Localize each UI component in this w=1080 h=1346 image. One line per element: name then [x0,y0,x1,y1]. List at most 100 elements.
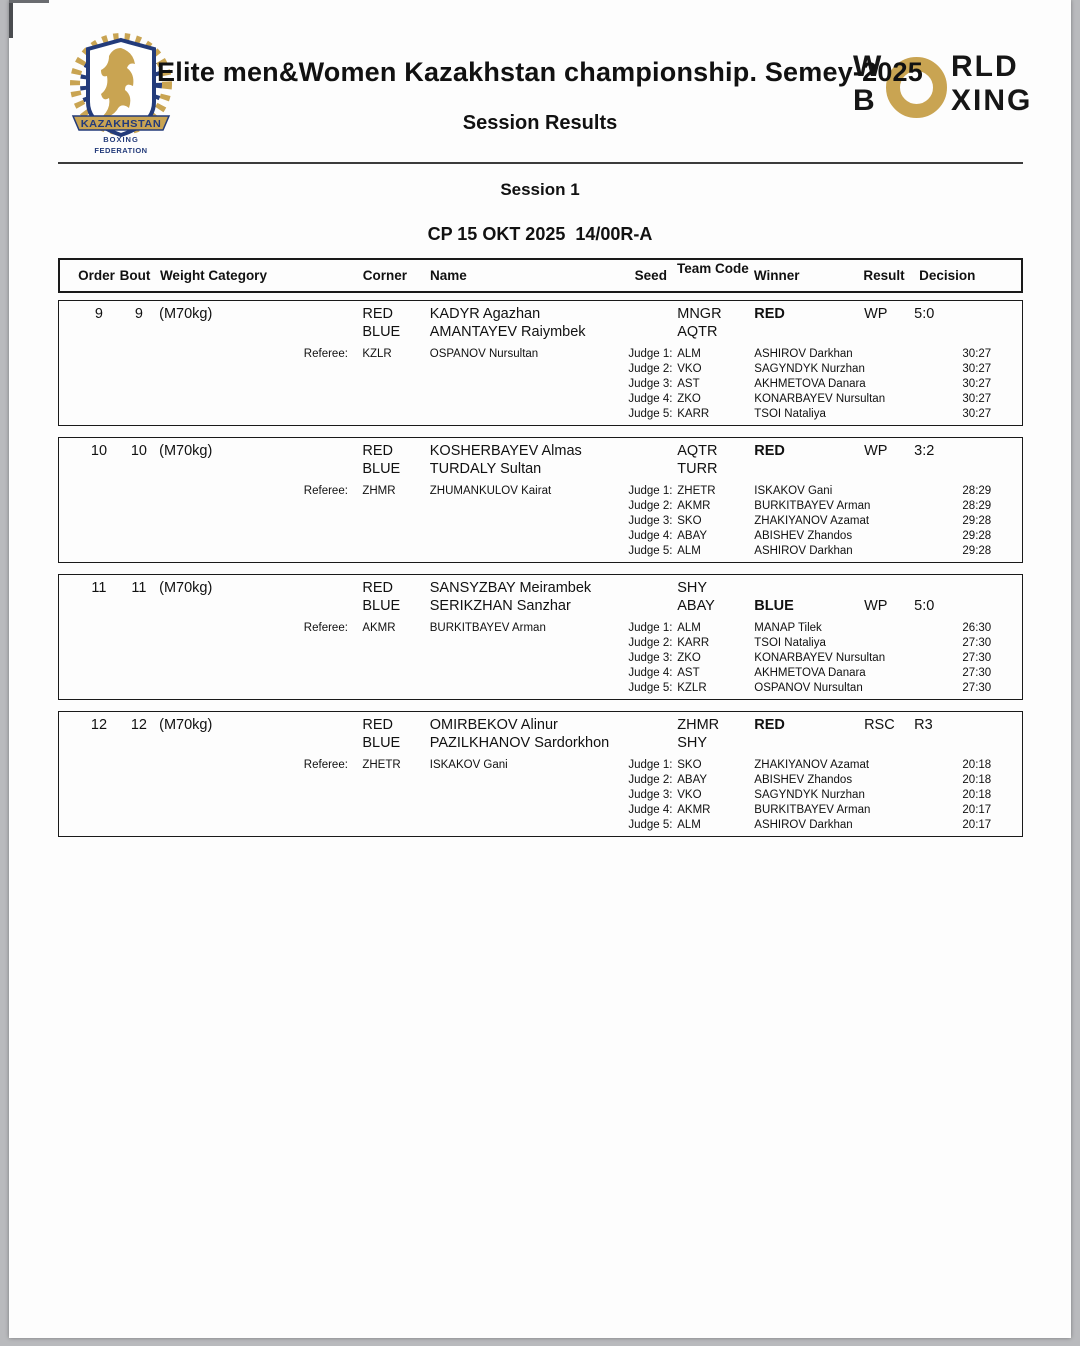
boxer-name-blue: PAZILKHANOV Sardorkhon [429,735,610,751]
world-boxing-line2: B XING [853,84,1030,118]
judge-row: Judge 4: AKMR BURKITBAYEV Arman 20:17 [59,803,1022,818]
judge-label: Judge 4: [628,667,673,679]
bout-number: 12 [130,717,147,733]
judge-name: ABISHEV Zhandos [754,530,853,542]
judge-label: Judge 3: [628,378,673,390]
red-corner-row: 12 12 (M70kg) RED OMIRBEKOV Alinur ZHMR … [59,716,1022,735]
boxer-name-red: SANSYZBAY Meirambek [429,580,592,596]
judge-row: Judge 3: SKO ZHAKIYANOV Azamat 29:28 [59,514,1022,529]
referee-label: Referee: [303,759,348,771]
decision-value: 5:0 [914,598,935,614]
red-corner-row: 9 9 (M70kg) RED KADYR Agazhan MNGR RED W… [59,305,1022,324]
judge-label: Judge 1: [628,348,673,360]
judge-row: Judge 1: SKO ZHAKIYANOV Azamat 20:18 [59,758,1022,773]
judge-name: ZHAKIYANOV Azamat [754,515,870,527]
judge-row: Judge 2: AKMR BURKITBAYEV Arman 28:29 [59,499,1022,514]
judge-row: Judge 1: ALM MANAP Tilek 26:30 [59,621,1022,636]
results-table: Order Bout Weight Category Corner Name S… [58,258,1023,848]
judge-region-code: ABAY [677,774,708,786]
weight-category: (M70kg) [159,580,213,596]
judge-row: Judge 4: ABAY ABISHEV Zhandos 29:28 [59,529,1022,544]
bout-list: 9 9 (M70kg) RED KADYR Agazhan MNGR RED W… [58,300,1023,837]
col-header-order: Order [78,268,115,283]
judge-name: BURKITBAYEV Arman [754,804,871,816]
judge-score: 30:27 [962,408,992,420]
session-heading: Session 1 [500,180,580,199]
bout-number: 10 [130,443,147,459]
table-header-row: Order Bout Weight Category Corner Name S… [58,258,1023,293]
result-value: WP [864,306,888,322]
referee-label: Referee: [303,485,348,497]
scan-edge-artifact [9,0,49,3]
corner-label-red: RED [362,580,393,596]
judge-label: Judge 2: [628,363,673,375]
corner-label-blue: BLUE [362,461,401,477]
judge-score: 27:30 [962,682,992,694]
bout-order: 10 [90,443,108,459]
boxer-name-blue: AMANTAYEV Raiymbek [429,324,586,340]
document-subtitle: Session Results [462,112,618,134]
judge-region-code: SKO [677,515,702,527]
referee-label: Referee: [303,622,348,634]
col-header-winner: Winner [753,268,800,283]
judge-score: 29:28 [962,530,992,542]
federation-boxing-text: BOXING [103,135,139,144]
judge-region-code: KARR [677,408,710,420]
red-corner-row: 10 10 (M70kg) RED KOSHERBAYEV Almas AQTR… [59,442,1022,461]
blue-corner-row: BLUE TURDALY Sultan TURR [59,460,1022,479]
judge-score: 20:18 [962,789,992,801]
team-code-red: MNGR [677,306,722,322]
wb-w-letter: W [853,50,884,83]
judge-region-code: ALM [677,622,701,634]
boxer-name-red: KADYR Agazhan [429,306,541,322]
referee-code: AKMR [362,622,396,634]
winner-value: RED [754,717,785,733]
team-code-red: AQTR [677,443,718,459]
judge-region-code: AST [677,378,700,390]
blue-corner-row: BLUE PAZILKHANOV Sardorkhon SHY [59,734,1022,753]
judge-region-code: KARR [677,637,710,649]
judge-region-code: ALM [677,819,701,831]
judge-name: ASHIROV Darkhan [754,545,853,557]
decision-value: 3:2 [914,443,935,459]
judge-label: Judge 2: [628,774,673,786]
decision-value: R3 [914,717,933,733]
blue-corner-row: BLUE AMANTAYEV Raiymbek AQTR [59,323,1022,342]
judge-row: Judge 4: AST AKHMETOVA Danara 27:30 [59,666,1022,681]
judge-label: Judge 3: [628,652,673,664]
weight-category: (M70kg) [159,306,213,322]
team-code-blue: ABAY [677,598,715,614]
col-header-decision: Decision [919,268,976,283]
judge-name: BURKITBAYEV Arman [754,500,871,512]
judge-row: Judge 5: KZLR OSPANOV Nursultan 27:30 [59,681,1022,696]
blue-corner-row: BLUE SERIKZHAN Sanzhar ABAY BLUE WP 5:0 [59,597,1022,616]
judge-name: SAGYNDYK Nurzhan [754,789,865,801]
weight-category: (M70kg) [159,717,213,733]
judge-region-code: AKMR [677,500,711,512]
judge-row: Judge 3: AST AKHMETOVA Danara 30:27 [59,377,1022,392]
judge-label: Judge 5: [628,545,673,557]
judge-region-code: ZKO [677,393,701,405]
judge-score: 20:18 [962,759,992,771]
document-page: KAZAKHSTAN BOXING FEDERATION Elite men&W… [9,0,1071,1338]
judge-score: 28:29 [962,500,992,512]
judge-label: Judge 3: [628,789,673,801]
judge-row: Judge 1: ZHETR ISKAKOV Gani 28:29 [59,484,1022,499]
bout-section: 11 11 (M70kg) RED SANSYZBAY Meirambek SH… [58,574,1023,700]
judge-label: Judge 4: [628,804,673,816]
judge-row: Judge 4: ZKO KONARBAYEV Nursultan 30:27 [59,392,1022,407]
judge-name: TSOI Nataliya [754,408,826,420]
judge-region-code: VKO [677,789,702,801]
result-value: RSC [864,717,895,733]
judge-score: 30:27 [962,378,992,390]
judge-row: Judge 2: ABAY ABISHEV Zhandos 20:18 [59,773,1022,788]
bout-number: 9 [134,306,143,322]
judge-region-code: AST [677,667,700,679]
judge-region-code: AKMR [677,804,711,816]
bout-number: 11 [131,580,147,596]
winner-value: RED [754,306,785,322]
kazakhstan-boxing-federation-logo: KAZAKHSTAN BOXING FEDERATION [59,32,183,160]
judge-name: TSOI Nataliya [754,637,826,649]
judge-score: 29:28 [962,545,992,557]
judge-row: Judge 5: KARR TSOI Nataliya 30:27 [59,407,1022,422]
